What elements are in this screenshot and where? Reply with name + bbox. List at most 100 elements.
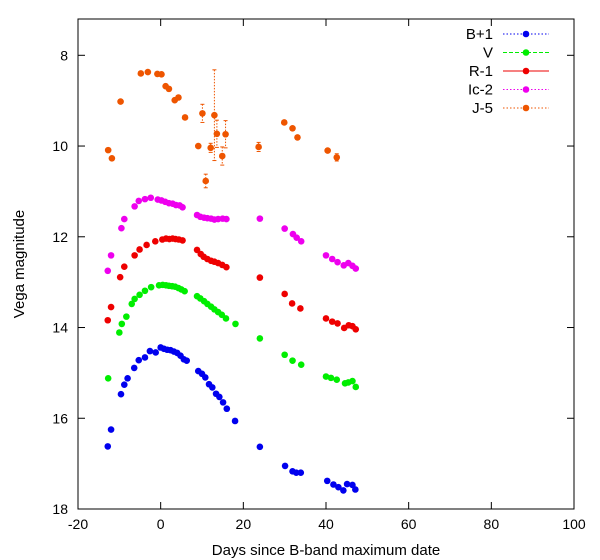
data-point [135,356,143,364]
data-point [334,320,341,327]
data-point [123,313,130,320]
data-point [352,265,360,272]
data-point [179,237,186,244]
data-point [232,320,239,328]
legend-marker [522,30,530,38]
legend-marker [522,67,530,75]
data-point [141,287,149,295]
data-point [136,291,143,299]
series-2 [104,235,360,333]
legend-label: V [483,45,493,62]
legend: B+1 VR-1 Ic-2J-5 [466,26,549,117]
data-point [141,195,149,203]
data-point [158,71,165,78]
data-point [147,283,155,291]
plot-frame [77,18,575,510]
data-point [297,238,305,245]
data-point [131,295,138,303]
data-point [281,351,288,359]
data-point [120,263,128,271]
data-point [183,357,191,364]
plot-area [77,18,575,510]
data-point [223,263,230,271]
series-3 [104,194,360,275]
data-point [256,443,264,451]
data-point [131,252,138,259]
data-point [297,469,305,477]
data-point [202,374,209,381]
x-axis-title: Days since B-band maximum date [212,542,440,559]
data-point [147,194,155,202]
data-point [293,234,300,241]
data-point [207,144,214,152]
y-axis: 8 10 12 14 16 18 [52,47,574,517]
x-axis: -20 0 20 40 60 80 100 [68,19,586,532]
data-point [117,390,125,398]
y-tick-label: 8 [60,47,68,63]
legend-marker [522,104,530,112]
data-point [281,225,288,232]
data-point [104,443,112,450]
data-point [216,393,223,401]
y-tick-label: 18 [52,501,68,517]
data-point [143,241,150,249]
data-point [144,68,152,76]
series-1 [104,281,360,391]
data-point [116,273,124,281]
x-tick-label: 60 [401,516,417,532]
y-tick-label: 16 [52,410,68,426]
x-tick-label: 0 [157,516,165,532]
x-tick-label: 40 [318,516,334,532]
data-point [179,203,186,211]
data-point [323,477,331,485]
data-point [118,224,125,232]
data-point [328,318,336,325]
series-layer [104,68,360,494]
legend-marker [522,86,530,93]
data-point [343,480,351,488]
data-point [335,483,342,491]
data-point [120,381,128,388]
data-point [146,347,154,355]
y-tick-label: 12 [52,229,68,245]
data-point [219,399,227,406]
data-point [209,384,216,391]
data-point [104,267,112,275]
data-point [352,486,359,493]
data-point [256,335,264,342]
data-point [327,374,335,382]
data-point [322,252,330,259]
x-tick-label: 100 [562,516,586,532]
data-point [223,405,231,413]
data-point [199,110,206,117]
legend-label: B+1 [466,26,493,43]
data-point [152,349,160,356]
y-tick-label: 14 [52,320,68,336]
data-point [135,197,143,205]
data-point [116,329,123,336]
series-0 [104,344,359,494]
data-point [333,154,341,161]
data-point [108,154,116,162]
data-point [120,215,128,223]
data-point [130,364,138,372]
data-point [349,377,356,385]
data-point [328,255,336,263]
legend-label: R-1 [469,63,493,80]
data-point [222,130,229,138]
data-point [334,258,341,266]
data-point [131,203,138,210]
data-point [281,462,289,470]
data-point [288,300,296,307]
data-point [222,315,230,322]
data-point [352,383,360,391]
data-point [352,326,360,333]
data-point [128,300,136,308]
data-point [104,316,112,324]
data-point [280,119,288,126]
data-point [107,426,115,433]
data-point [223,215,230,223]
data-point [218,152,226,160]
data-point [141,354,149,361]
